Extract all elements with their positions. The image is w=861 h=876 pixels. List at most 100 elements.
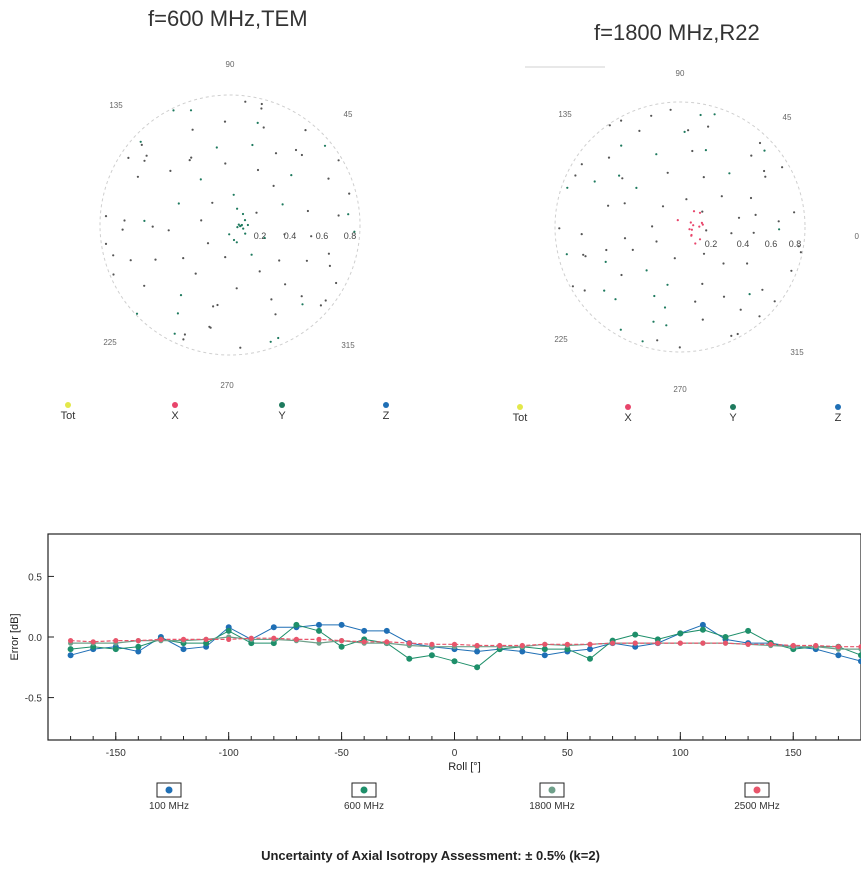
polar-dot-2 <box>224 256 227 259</box>
polar-dot-23 <box>722 295 726 298</box>
polar-dot-86 <box>323 144 327 147</box>
polar-dot-55 <box>223 120 227 123</box>
polar-dot-20 <box>737 216 741 219</box>
series-point <box>158 636 164 642</box>
series-point <box>361 627 368 634</box>
legend-label: 600 MHz <box>344 801 384 812</box>
polar-dot-11 <box>235 287 238 290</box>
polar-dot-11 <box>666 283 669 286</box>
series-point <box>203 640 210 647</box>
legend-label: 100 MHz <box>149 801 189 812</box>
series-point <box>474 648 481 655</box>
polar-dot-47 <box>143 284 146 287</box>
polar-dot-81 <box>650 114 653 117</box>
legend-item-100-mhz: 100 MHz <box>149 782 189 812</box>
polar-dot-3 <box>206 242 210 245</box>
polar-dot-76 <box>566 186 569 189</box>
series-point <box>316 640 322 646</box>
polar-dot-21 <box>752 231 755 234</box>
series-point <box>835 644 842 650</box>
polar-dot-88 <box>793 211 796 214</box>
polar-right-angle-315: 315 <box>790 348 804 357</box>
polar-dot-22 <box>746 262 749 265</box>
polar-dot-95 <box>242 227 245 230</box>
series-point <box>135 643 142 650</box>
series-point <box>316 627 322 634</box>
polar-dot-85 <box>763 149 766 152</box>
plot-frame <box>47 533 861 741</box>
polar-left-title: f=600 MHz,TEM <box>148 6 308 31</box>
x-tick-label: -150 <box>106 748 126 759</box>
polar-dot-48 <box>129 259 132 262</box>
polar-dot-16 <box>635 186 638 189</box>
series-point <box>384 639 390 645</box>
series-point <box>564 641 571 647</box>
polar-dot-85 <box>304 129 307 132</box>
polar-dot-64 <box>773 300 776 303</box>
polar-dot-27 <box>620 273 623 277</box>
polar-dot-38 <box>306 209 309 213</box>
polar-legend-item-z: Z <box>371 402 401 422</box>
polar-legend-label: Y <box>729 412 737 424</box>
polar-dot-36 <box>728 172 731 175</box>
polar-dot-102 <box>676 219 679 222</box>
polar-dot-91 <box>236 207 239 210</box>
polar-dot-52 <box>607 156 611 159</box>
legend-marker <box>753 786 761 794</box>
series-line <box>70 636 861 650</box>
series-point <box>677 630 684 637</box>
series-point <box>655 640 661 646</box>
polar-dot-49 <box>121 228 124 231</box>
polar-dot-69 <box>183 333 186 336</box>
polar-legend-item-x: X <box>160 402 190 422</box>
polar-dot-46 <box>176 312 179 315</box>
polar-dot-51 <box>136 175 139 178</box>
polar-legend-item-y: Y <box>718 404 748 424</box>
polar-dot-76 <box>104 215 108 218</box>
series-point <box>135 638 141 644</box>
polar-right-radial-04: 0.4 <box>737 239 750 249</box>
polar-dot-94 <box>243 219 247 222</box>
y-tick-label: 0.0 <box>28 633 42 644</box>
polar-dot-62 <box>353 230 356 233</box>
polar-dot-54 <box>638 129 641 132</box>
polar-dot-39 <box>778 228 781 231</box>
polar-dot-71 <box>173 332 176 335</box>
y-axis-label: Error [dB] <box>9 613 21 660</box>
series-point <box>542 641 548 647</box>
polar-left-angle-270: 270 <box>220 381 234 390</box>
polar-dot-35 <box>251 143 254 147</box>
legend-marker <box>165 786 173 794</box>
polar-dot-89 <box>797 245 800 248</box>
polar-dot-81 <box>189 109 193 112</box>
polar-legend-dot <box>172 402 178 408</box>
polar-dot-47 <box>603 289 606 292</box>
legend-item-1800-mhz: 1800 MHz <box>529 782 575 812</box>
polar-dot-56 <box>687 129 690 132</box>
series-point <box>587 641 593 647</box>
series-point <box>699 621 706 628</box>
series-point <box>768 641 774 647</box>
polar-dot-19 <box>720 195 723 198</box>
legend-label: 2500 MHz <box>734 801 780 812</box>
x-tick-label: 150 <box>785 748 802 759</box>
y-tick-label: -0.5 <box>25 694 43 705</box>
series-point <box>700 640 706 646</box>
series-point <box>429 641 435 647</box>
polar-dot-9 <box>278 259 281 262</box>
polar-left-plot: 90 135 45 180 0 225 315 270 0.2 0.4 0.6 … <box>99 60 361 390</box>
polar-left-radial-04: 0.4 <box>284 231 297 241</box>
polar-dot-31 <box>169 169 172 172</box>
polar-dot-77 <box>127 156 130 159</box>
polar-dot-31 <box>618 174 621 177</box>
polar-right-dots <box>558 108 802 349</box>
series-point <box>541 652 548 659</box>
polar-dot-87 <box>781 166 784 169</box>
polar-legend-dot <box>730 404 736 410</box>
polar-dot-97 <box>698 225 701 228</box>
series-point <box>67 652 74 659</box>
polar-dot-32 <box>621 177 624 180</box>
polar-dot-20 <box>281 203 284 206</box>
series-point <box>858 652 861 659</box>
series-point <box>790 642 796 649</box>
